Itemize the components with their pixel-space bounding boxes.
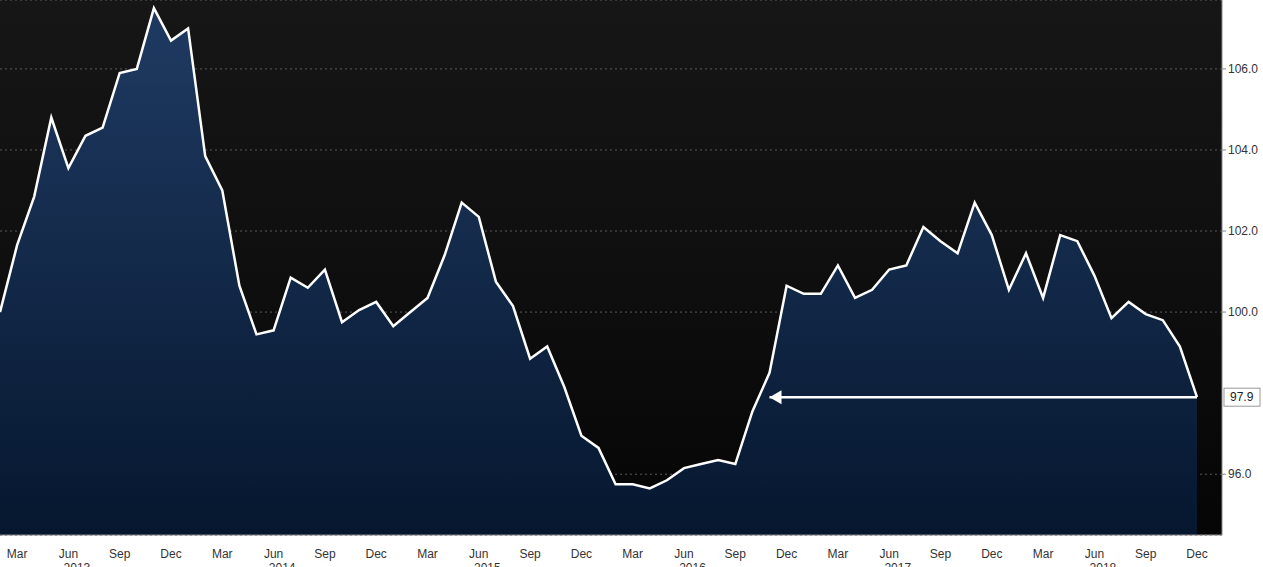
svg-text:Dec: Dec <box>366 547 387 561</box>
svg-text:Mar: Mar <box>828 547 849 561</box>
svg-text:Dec: Dec <box>1186 547 1207 561</box>
svg-text:97.9: 97.9 <box>1230 390 1254 404</box>
svg-text:Mar: Mar <box>622 547 643 561</box>
svg-text:Mar: Mar <box>212 547 233 561</box>
svg-text:100.0: 100.0 <box>1228 305 1255 319</box>
svg-text:106.0: 106.0 <box>1228 62 1255 76</box>
svg-text:Dec: Dec <box>160 547 181 561</box>
svg-text:Mar: Mar <box>8 547 27 561</box>
svg-text:102.0: 102.0 <box>1228 224 1255 238</box>
svg-text:2015: 2015 <box>474 561 501 567</box>
svg-text:2018: 2018 <box>1090 561 1117 567</box>
svg-text:Sep: Sep <box>930 547 952 561</box>
svg-text:2017: 2017 <box>884 561 911 567</box>
svg-text:Mar: Mar <box>1033 547 1054 561</box>
svg-text:Sep: Sep <box>314 547 336 561</box>
svg-text:104.0: 104.0 <box>1228 143 1255 157</box>
svg-text:Jun: Jun <box>880 547 899 561</box>
svg-text:Jun: Jun <box>59 547 78 561</box>
svg-text:Jun: Jun <box>1085 547 1104 561</box>
svg-text:2014: 2014 <box>269 561 296 567</box>
svg-text:Jun: Jun <box>469 547 488 561</box>
svg-text:Mar: Mar <box>417 547 438 561</box>
svg-text:Dec: Dec <box>571 547 592 561</box>
svg-text:2013: 2013 <box>64 561 91 567</box>
svg-text:96.0: 96.0 <box>1228 467 1252 481</box>
svg-text:Jun: Jun <box>264 547 283 561</box>
svg-text:Dec: Dec <box>981 547 1002 561</box>
svg-text:Sep: Sep <box>519 547 541 561</box>
svg-text:Sep: Sep <box>109 547 131 561</box>
svg-text:2016: 2016 <box>679 561 706 567</box>
svg-text:Dec: Dec <box>776 547 797 561</box>
svg-text:Sep: Sep <box>725 547 747 561</box>
svg-text:Jun: Jun <box>674 547 693 561</box>
svg-text:Sep: Sep <box>1135 547 1157 561</box>
